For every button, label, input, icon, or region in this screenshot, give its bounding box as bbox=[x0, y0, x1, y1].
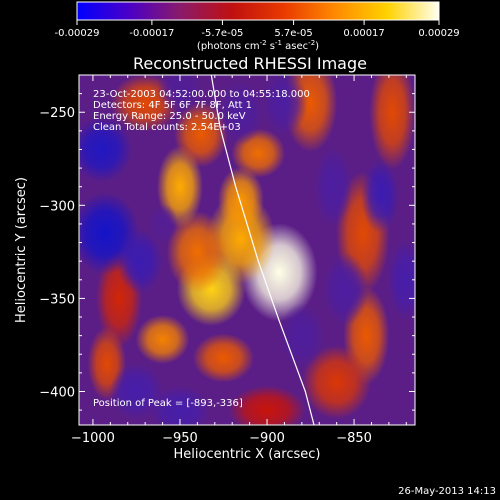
negative-blob bbox=[361, 159, 400, 233]
y-axis-label: Heliocentric Y (arcsec) bbox=[14, 177, 29, 323]
peak-position-label: Position of Peak = [-893,-336] bbox=[93, 398, 243, 409]
colorbar-tick-label: -0.00017 bbox=[129, 28, 174, 39]
x-axis-label: Heliocentric X (arcsec) bbox=[174, 447, 321, 462]
colorbar-unit-label: (photons cm-2 s-1 asec-2) bbox=[197, 39, 319, 52]
emission-blob bbox=[302, 345, 372, 420]
x-tick-label: −950 bbox=[162, 431, 198, 446]
negative-blob bbox=[261, 75, 308, 136]
colorbar-tick-label: 0.00017 bbox=[343, 28, 384, 39]
plot-frame bbox=[78, 74, 416, 426]
emission-blob bbox=[217, 166, 264, 233]
info-line-detectors: Detectors: 4F 5F 6F 7F 8F, Att 1 bbox=[93, 100, 252, 111]
info-line-counts: Clean Total counts: 2.54E+03 bbox=[93, 122, 241, 133]
negative-blob bbox=[322, 252, 369, 326]
x-tick-label: −850 bbox=[336, 431, 372, 446]
axes: −1000 −950 −900 −850 −250 −300 −350 −400 bbox=[39, 75, 415, 446]
negative-blob bbox=[387, 238, 415, 321]
emission-blob bbox=[369, 75, 415, 170]
colorbar-tick-label: -0.00029 bbox=[55, 28, 100, 39]
negative-blob bbox=[278, 302, 325, 369]
heatmap-image bbox=[79, 75, 415, 425]
emission-blob bbox=[135, 314, 190, 364]
y-tick-label: −350 bbox=[39, 292, 75, 307]
emission-blob bbox=[174, 101, 228, 168]
timestamp: 26-May-2013 14:13 bbox=[398, 486, 496, 497]
negative-blob bbox=[116, 228, 163, 294]
info-line-energy: Energy Range: 25.0 - 50.0 keV bbox=[93, 111, 246, 122]
colorbar: -0.00029 -0.00017 -5.7e-05 5.7e-05 0.00017 0.… bbox=[55, 1, 460, 52]
negative-blob bbox=[157, 75, 203, 115]
x-tick-label: −1000 bbox=[71, 431, 115, 446]
emission-blob bbox=[192, 333, 255, 383]
heatmap-blobs bbox=[79, 75, 415, 425]
emission-blob bbox=[228, 385, 306, 425]
colorbar-tick-label: 0.00029 bbox=[418, 28, 459, 39]
y-tick-label: −400 bbox=[39, 385, 75, 400]
y-tick-label: −300 bbox=[39, 199, 75, 214]
colorbar-ticks: -0.00029 -0.00017 -5.7e-05 5.7e-05 0.00017 0.… bbox=[55, 20, 460, 39]
negative-blob bbox=[314, 145, 353, 228]
negative-blob bbox=[147, 203, 178, 245]
negative-blob bbox=[79, 116, 133, 183]
colorbar-gradient bbox=[76, 1, 440, 21]
negative-blob bbox=[217, 79, 264, 145]
chart-title: Reconstructed RHESSI Image bbox=[133, 54, 367, 73]
x-tick-label: −900 bbox=[249, 431, 285, 446]
y-tick-label: −250 bbox=[39, 106, 75, 121]
colorbar-tick-label: 5.7e-05 bbox=[274, 28, 312, 39]
colorbar-tick-label: -5.7e-05 bbox=[201, 28, 243, 39]
emission-blob bbox=[166, 210, 229, 293]
negative-blob bbox=[149, 385, 211, 425]
info-line-time: 23-Oct-2003 04:52:00.000 to 04:55:18.000 bbox=[93, 89, 310, 100]
solar-limb-line bbox=[210, 75, 315, 425]
observation-info: 23-Oct-2003 04:52:00.000 to 04:55:18.000… bbox=[93, 89, 310, 133]
